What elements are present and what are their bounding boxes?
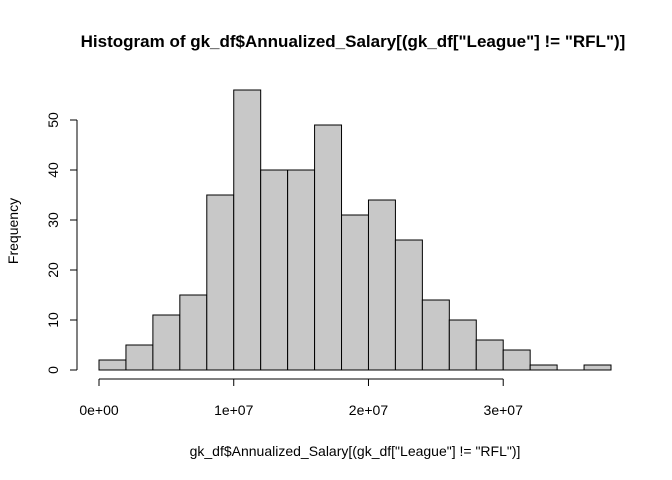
histogram-bar-11 xyxy=(394,239,423,371)
x-tick-label-2: 2e+07 xyxy=(349,402,389,418)
histogram-bar-6 xyxy=(260,169,289,371)
histogram-bar-7 xyxy=(287,169,316,371)
histogram-bar-15 xyxy=(502,349,531,371)
y-tick-label-5: 50 xyxy=(45,112,61,128)
histogram-bar-9 xyxy=(341,214,369,371)
bars-group xyxy=(98,89,612,371)
chart-title: Histogram of gk_df$Annualized_Salary[(gk… xyxy=(81,32,626,51)
histogram-bar-1 xyxy=(125,344,154,371)
y-tick-label-2: 20 xyxy=(45,262,61,278)
histogram-bar-8 xyxy=(314,124,343,371)
histogram-bar-4 xyxy=(206,194,235,371)
histogram-bar-18 xyxy=(583,364,612,371)
y-tick-label-3: 30 xyxy=(45,212,61,228)
x-tick-label-3: 3e+07 xyxy=(484,402,524,418)
x-axis: 0e+00 1e+07 2e+07 3e+07 xyxy=(79,378,524,418)
x-tick-label-1: 1e+07 xyxy=(214,402,254,418)
histogram-bar-5 xyxy=(233,89,262,371)
histogram-bar-12 xyxy=(421,299,450,371)
histogram-bar-16 xyxy=(529,364,558,371)
histogram-bar-0 xyxy=(98,359,127,371)
x-tick-label-0: 0e+00 xyxy=(79,402,119,418)
histogram-bar-13 xyxy=(448,319,477,371)
histogram-bar-10 xyxy=(367,199,396,371)
x-axis-label: gk_df$Annualized_Salary[(gk_df["League"]… xyxy=(190,443,521,459)
y-tick-label-4: 40 xyxy=(45,162,61,178)
histogram-bar-3 xyxy=(179,294,208,371)
histogram-bar-14 xyxy=(475,339,504,371)
y-axis-label: Frequency xyxy=(5,198,21,264)
y-axis: 0 10 20 30 40 50 xyxy=(45,112,78,374)
histogram-bar-2 xyxy=(152,314,181,371)
y-tick-label-1: 10 xyxy=(45,312,61,328)
y-tick-label-0: 0 xyxy=(45,366,61,374)
